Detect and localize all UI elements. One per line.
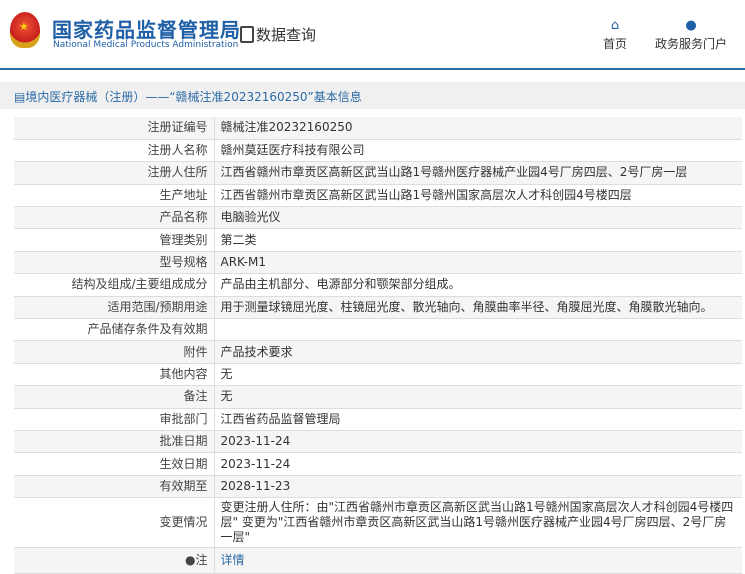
table-row: 产品名称 电脑验光仪 — [14, 206, 742, 230]
field-value: 江西省药品监督管理局 — [214, 408, 742, 431]
brand-name: 国家药品监督管理局 — [52, 18, 241, 42]
field-label: 产品储存条件及有效期 — [14, 318, 215, 342]
pin-icon: ● — [185, 553, 196, 568]
field-label: 其他内容 — [14, 363, 215, 387]
table-row: 产品储存条件及有效期 — [14, 318, 742, 342]
field-label: 注册证编号 — [14, 117, 215, 140]
home-icon: ⌂ — [610, 18, 620, 33]
table-row: 备注无 — [14, 385, 742, 409]
table-row: 注册人住所 江西省赣州市章贡区高新区武当山路1号赣州医疗器械产业园4号厂房四层、2… — [14, 161, 742, 185]
field-value: 用于测量球镜屈光度、柱镜屈光度、散光轴向、角膜曲率半径、角膜屈光度、角膜散光轴向… — [214, 296, 742, 320]
field-label: 型号规格 — [14, 251, 215, 275]
table-row: 注册证编号 赣械注准20232160250 — [14, 117, 742, 140]
note-label-cell: ●注 — [14, 547, 215, 574]
table-row: 适用范围/预期用途 用于测量球镜屈光度、柱镜屈光度、散光轴向、角膜曲率半径、角膜屈… — [14, 296, 742, 320]
note-label: 注 — [195, 553, 208, 568]
table-row: 注册人名称 赣州莫廷医疗科技有限公司 — [14, 139, 742, 163]
table-row-note: ●注 详情 — [14, 547, 742, 574]
table-row: 生产地址 江西省赣州市章贡区高新区武当山路1号赣州国家高层次人才科创园4号楼四层 — [14, 184, 742, 208]
field-value: 无 — [214, 385, 742, 409]
data-query-link[interactable]: 数据查询 — [240, 24, 316, 45]
field-value: 电脑验光仪 — [214, 206, 742, 230]
nav-home-label: 首页 — [603, 37, 628, 51]
user-icon: ● — [685, 18, 697, 33]
field-value: 产品技术要求 — [214, 340, 742, 364]
field-label: 有效期至 — [14, 475, 215, 499]
field-label: 适用范围/预期用途 — [14, 296, 215, 320]
field-label: 备注 — [14, 385, 215, 409]
table-row: 结构及组成/主要组成成分 产品由主机部分、电源部分和颚架部分组成。 — [14, 273, 742, 297]
note-value: 详情 — [214, 547, 742, 574]
table-row: 生效日期 2023-11-24 — [14, 452, 742, 476]
table-row: 其他内容无 — [14, 363, 742, 387]
field-value: ARK-M1 — [214, 251, 742, 275]
detail-table: 注册证编号 赣械注准20232160250 注册人名称 赣州莫廷医疗科技有限公司 注册人… — [14, 117, 742, 574]
field-value: 赣州莫廷医疗科技有限公司 — [214, 139, 742, 163]
breadcrumb: ▤境内医疗器械（注册）——“赣械注准20232160250”基本信息 — [0, 82, 745, 109]
details-link[interactable]: 详情 — [220, 553, 245, 568]
breadcrumb-text: 境内医疗器械（注册）——“赣械注准20232160250”基本信息 — [25, 90, 362, 104]
field-label: 注册人住所 — [14, 161, 215, 185]
brand-name-en: National Medical Products Administration — [53, 40, 239, 50]
table-row: 附件 产品技术要求 — [14, 340, 742, 364]
field-label: 变更情况 — [14, 497, 215, 549]
field-value: 变更注册人住所：由"江西省赣州市章贡区高新区武当山路1号赣州国家高层次人才科创园… — [214, 497, 742, 549]
field-value: 江西省赣州市章贡区高新区武当山路1号赣州医疗器械产业园4号厂房四层、2号厂房一层 — [214, 161, 742, 185]
field-value: 产品由主机部分、电源部分和颚架部分组成。 — [214, 273, 742, 297]
field-value: 2023-11-24 — [214, 452, 742, 476]
field-value: 第二类 — [214, 228, 742, 252]
table-row: 管理类别 第二类 — [14, 228, 742, 252]
field-label: 生产地址 — [14, 184, 215, 208]
field-value: 赣械注准20232160250 — [214, 117, 742, 140]
field-label: 生效日期 — [14, 452, 215, 476]
site-header: 国家药品监督管理局 National Medical Products Admi… — [0, 0, 745, 70]
field-value: 江西省赣州市章贡区高新区武当山路1号赣州国家高层次人才科创园4号楼四层 — [214, 184, 742, 208]
nav-portal-label: 政务服务门户 — [655, 37, 728, 51]
table-row: 变更情况 变更注册人住所：由"江西省赣州市章贡区高新区武当山路1号赣州国家高层次人… — [14, 497, 742, 549]
field-value — [214, 318, 742, 342]
field-label: 审批部门 — [14, 408, 215, 431]
field-label: 附件 — [14, 340, 215, 364]
field-value: 2023-11-24 — [214, 430, 742, 454]
field-label: 注册人名称 — [14, 139, 215, 163]
document-search-icon — [240, 26, 254, 43]
data-query-label: 数据查询 — [256, 26, 317, 44]
table-row: 型号规格 ARK-M1 — [14, 251, 742, 275]
table-row: 批准日期 2023-11-24 — [14, 430, 742, 454]
table-row: 审批部门 江西省药品监督管理局 — [14, 408, 742, 431]
national-emblem-logo — [10, 12, 40, 48]
nav-home[interactable]: ⌂ 首页 — [603, 18, 627, 52]
field-label: 管理类别 — [14, 228, 215, 252]
doc-icon: ▤ — [14, 90, 26, 104]
field-value: 2028-11-23 — [214, 475, 742, 499]
field-value: 无 — [214, 363, 742, 387]
field-label: 批准日期 — [14, 430, 215, 454]
nav-service-portal[interactable]: ● 政务服务门户 — [655, 18, 727, 52]
field-label: 产品名称 — [14, 206, 215, 230]
field-label: 结构及组成/主要组成成分 — [14, 273, 215, 297]
table-row: 有效期至 2028-11-23 — [14, 475, 742, 499]
